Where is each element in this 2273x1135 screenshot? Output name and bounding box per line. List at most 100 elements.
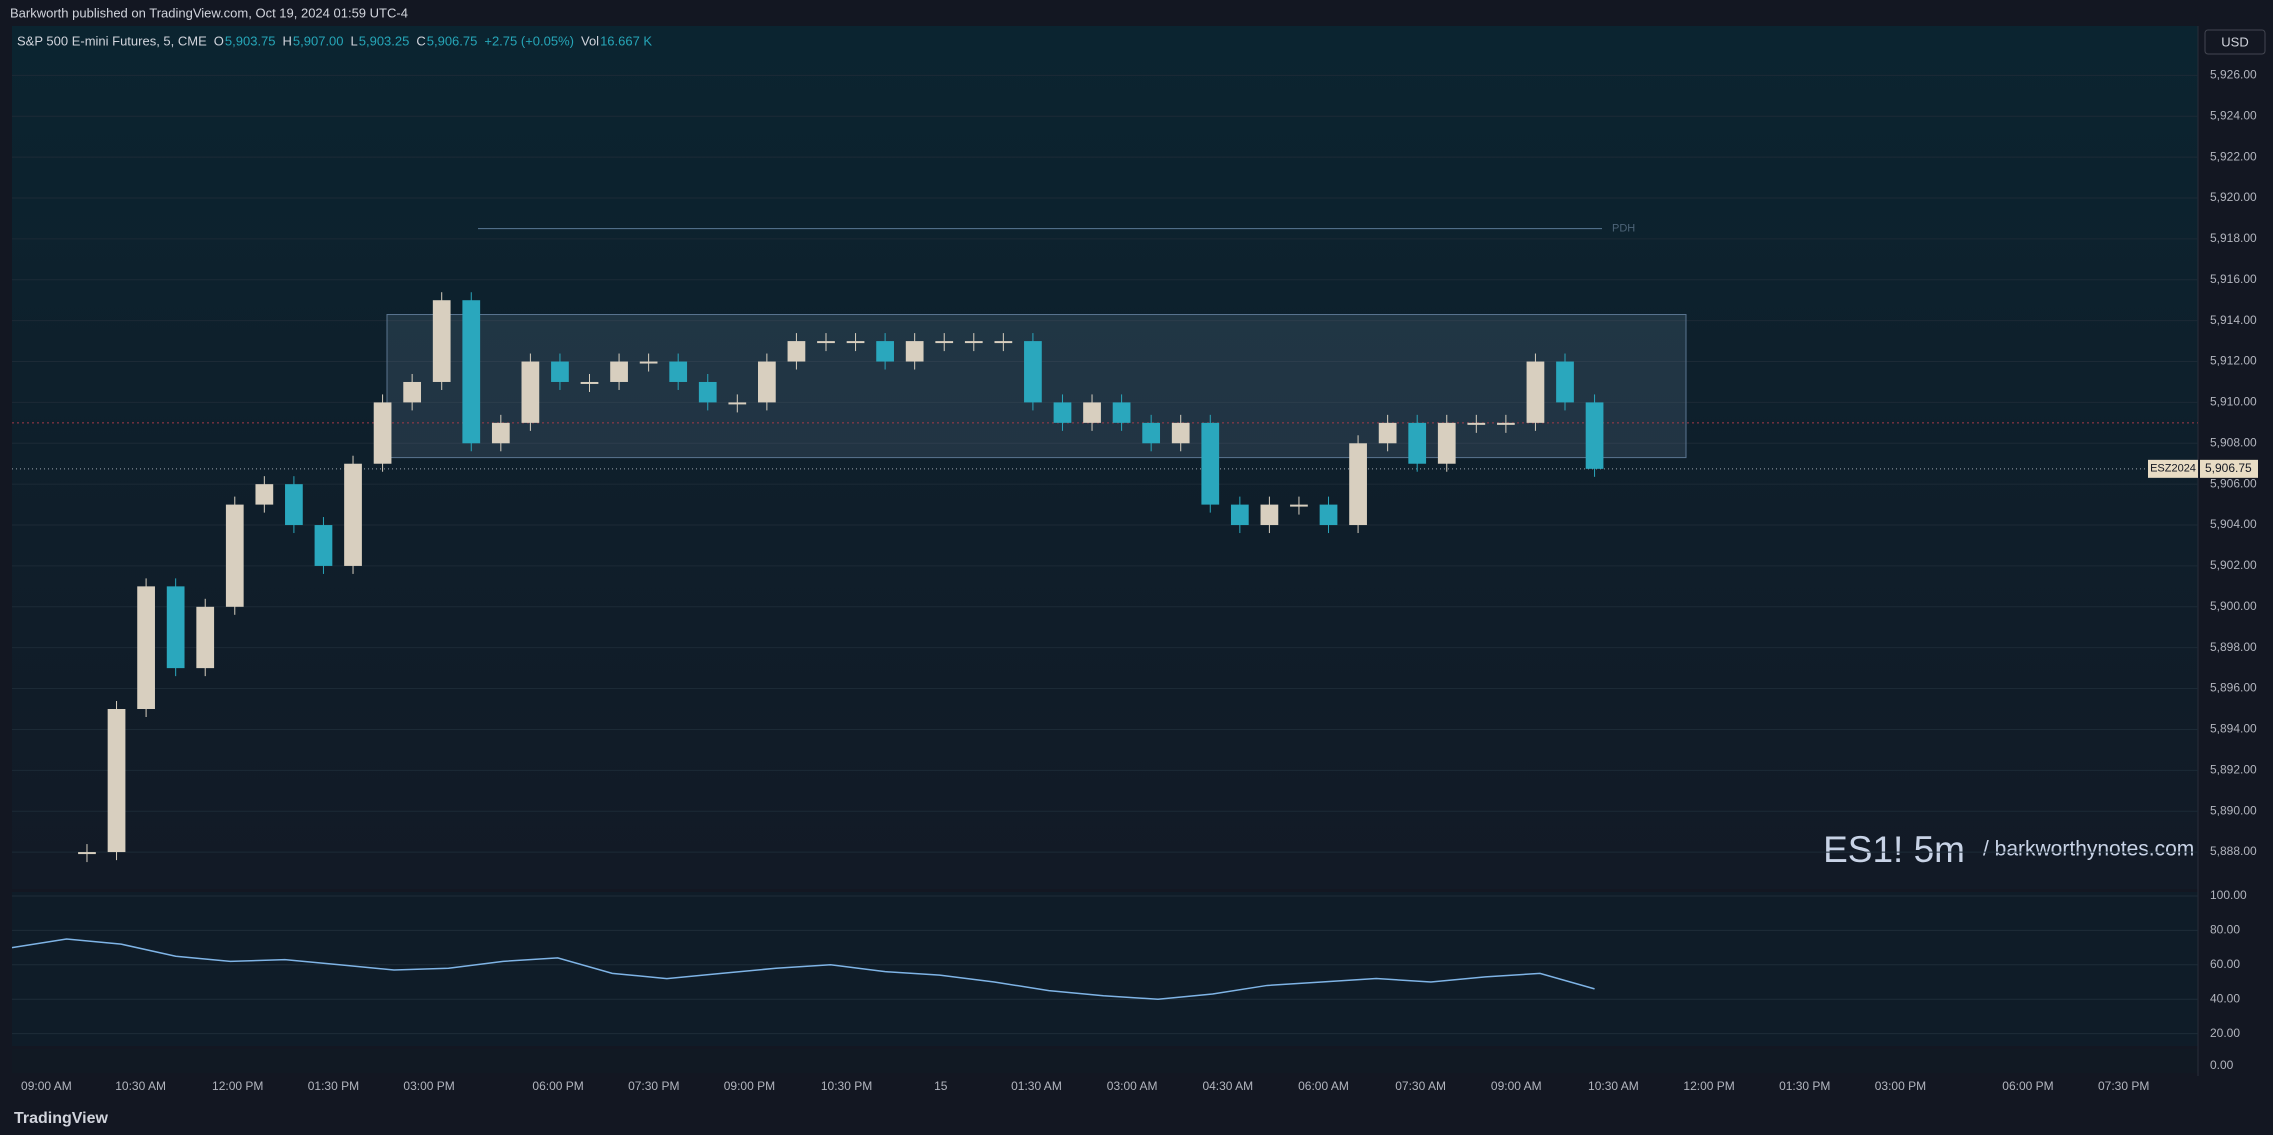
time-label: 07:30 AM xyxy=(1395,1079,1446,1093)
legend-c-label: C xyxy=(416,33,425,48)
legend: S&P 500 E-mini Futures, 5, CME O 5,903.75 H… xyxy=(17,33,652,48)
candle xyxy=(935,341,954,344)
candle xyxy=(876,341,894,362)
price-tick-label: 5,908.00 xyxy=(2210,435,2257,449)
candle xyxy=(669,361,688,382)
candle xyxy=(1556,361,1574,403)
time-label: 03:00 AM xyxy=(1107,1079,1158,1093)
watermark-site: / barkworthynotes.com xyxy=(1983,838,2194,861)
candle xyxy=(1053,402,1072,423)
candle xyxy=(846,341,865,344)
time-label: 07:30 PM xyxy=(2098,1079,2149,1093)
bottom-tick-label: 0.00 xyxy=(2210,1058,2234,1072)
price-tick-label: 5,902.00 xyxy=(2210,558,2257,572)
price-tick-label: 5,894.00 xyxy=(2210,722,2257,736)
time-label: 15 xyxy=(934,1079,948,1093)
candle xyxy=(1437,422,1456,464)
candle xyxy=(905,341,924,362)
price-tick-label: 5,896.00 xyxy=(2210,681,2257,695)
currency-button[interactable] xyxy=(2204,29,2266,55)
candle xyxy=(1112,402,1131,423)
time-label: 03:00 PM xyxy=(1875,1079,1926,1093)
candle xyxy=(285,484,303,526)
time-label: 03:00 PM xyxy=(403,1079,454,1093)
candle xyxy=(255,484,274,505)
price-tick-label: 5,914.00 xyxy=(2210,313,2257,327)
candle xyxy=(1230,504,1249,526)
candle xyxy=(1201,422,1220,505)
legend-vol-label: Vol xyxy=(581,33,599,48)
candle xyxy=(1142,422,1161,444)
time-label: 06:00 PM xyxy=(532,1079,583,1093)
osc-tick-label: 100.00 xyxy=(2210,888,2247,902)
time-label: 07:30 PM xyxy=(628,1079,679,1093)
legend-high: 5,907.00 xyxy=(293,33,344,48)
symbol-tag xyxy=(2148,459,2198,478)
candle xyxy=(964,341,983,344)
candle xyxy=(403,381,422,403)
price-tick-label: 5,888.00 xyxy=(2210,844,2257,858)
pdh-label: PDH xyxy=(1612,223,1635,235)
candle xyxy=(432,300,451,382)
price-tick-label: 5,912.00 xyxy=(2210,354,2257,368)
time-label: 10:30 AM xyxy=(1588,1079,1639,1093)
time-label: 04:30 AM xyxy=(1202,1079,1253,1093)
time-label: 10:30 AM xyxy=(115,1079,166,1093)
candle xyxy=(1171,422,1190,444)
price-tick-label: 5,910.00 xyxy=(2210,395,2257,409)
price-tick-label: 5,924.00 xyxy=(2210,108,2257,122)
candle xyxy=(1408,422,1427,464)
candle xyxy=(225,504,244,607)
candle xyxy=(639,361,658,364)
watermark-symbol: ES1! 5m xyxy=(1823,829,1965,870)
candle xyxy=(78,852,96,855)
legend-l-label: L xyxy=(351,33,358,48)
candle xyxy=(610,361,628,382)
candle xyxy=(1260,504,1279,526)
candle xyxy=(728,402,747,405)
candle xyxy=(1378,422,1397,444)
candle xyxy=(1497,422,1515,425)
price-tick-label: 5,926.00 xyxy=(2210,68,2257,82)
price-tick-label: 5,900.00 xyxy=(2210,599,2257,613)
candle xyxy=(344,463,362,566)
osc-line xyxy=(11,938,1595,1000)
published-text: Barkworth published on TradingView.com, … xyxy=(10,5,408,20)
price-tick-label: 5,906.00 xyxy=(2210,476,2257,490)
legend-o-label: O xyxy=(214,33,224,48)
candle xyxy=(698,381,717,403)
candle xyxy=(373,402,392,464)
candle xyxy=(1083,402,1101,423)
currency[interactable]: USD xyxy=(2221,34,2248,49)
legend-volume: 16.667 K xyxy=(600,33,652,48)
candle xyxy=(757,361,776,403)
last-price: 5,906.75 xyxy=(2205,461,2252,475)
price-tick-label: 5,918.00 xyxy=(2210,231,2257,245)
legend-symbol: S&P 500 E-mini Futures, 5, CME xyxy=(17,33,207,48)
osc-tick-label: 20.00 xyxy=(2210,1026,2240,1040)
candle xyxy=(787,341,806,362)
candle xyxy=(1319,504,1338,526)
time-label: 06:00 AM xyxy=(1298,1079,1349,1093)
price-tick-label: 5,892.00 xyxy=(2210,762,2257,776)
price-tag xyxy=(2200,459,2258,478)
candle xyxy=(1526,361,1545,423)
time-label: 09:00 PM xyxy=(724,1079,775,1093)
candle xyxy=(994,341,1013,344)
oscillator-pane xyxy=(12,892,2198,1046)
candle xyxy=(1467,422,1486,425)
candle xyxy=(1290,504,1308,507)
osc-tick-label: 60.00 xyxy=(2210,957,2240,971)
candle xyxy=(166,586,185,669)
candle xyxy=(551,361,569,382)
price-tick-label: 5,922.00 xyxy=(2210,149,2257,163)
price-tick-label: 5,898.00 xyxy=(2210,640,2257,654)
candle xyxy=(1349,443,1367,526)
candle xyxy=(1024,341,1042,403)
time-label: 12:00 PM xyxy=(212,1079,263,1093)
candle xyxy=(462,300,481,444)
price-tick-label: 5,920.00 xyxy=(2210,190,2257,204)
candle xyxy=(1585,402,1604,469)
osc-tick-label: 40.00 xyxy=(2210,991,2240,1005)
